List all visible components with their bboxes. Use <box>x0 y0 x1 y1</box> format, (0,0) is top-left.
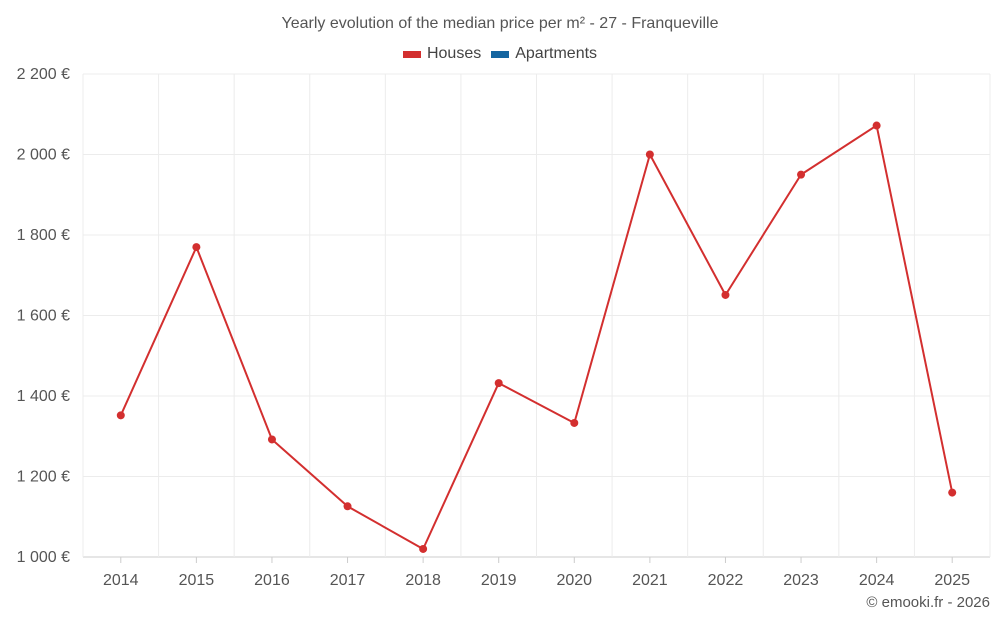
data-point <box>721 290 730 299</box>
data-point <box>267 435 276 444</box>
legend: Houses Apartments <box>0 45 1000 63</box>
legend-swatch-apartments <box>491 50 510 58</box>
legend-item-houses[interactable]: Houses <box>402 45 482 63</box>
y-tick-label: 1 600 € <box>17 308 70 325</box>
x-tick-label: 2020 <box>556 572 592 589</box>
y-tick-label: 1 400 € <box>17 388 70 405</box>
legend-swatch-houses <box>402 50 421 58</box>
legend-label-houses: Houses <box>426 45 482 62</box>
x-tick-label: 2016 <box>254 572 290 589</box>
x-tick-label: 2023 <box>783 572 819 589</box>
data-point <box>116 411 125 420</box>
x-tick-label: 2024 <box>859 572 895 589</box>
x-tick-label: 2022 <box>708 572 744 589</box>
x-tick-label: 2015 <box>179 572 215 589</box>
copyright-text: © emooki.fr - 2026 <box>866 594 990 611</box>
y-tick-label: 1 800 € <box>17 227 70 244</box>
chart-title: Yearly evolution of the median price per… <box>281 15 719 32</box>
data-point <box>494 379 503 388</box>
x-tick-label: 2018 <box>405 572 441 589</box>
y-tick-label: 1 200 € <box>17 469 70 486</box>
x-tick-label: 2019 <box>481 572 517 589</box>
data-point <box>419 544 428 553</box>
legend-item-apartments[interactable]: Apartments <box>491 45 597 63</box>
data-point <box>343 502 352 511</box>
x-tick-label: 2017 <box>330 572 366 589</box>
y-tick-label: 1 000 € <box>17 549 70 566</box>
data-point <box>797 170 806 179</box>
data-point <box>872 121 881 130</box>
data-point <box>645 150 654 159</box>
data-point <box>948 488 957 497</box>
x-tick-label: 2014 <box>103 572 139 589</box>
x-tick-label: 2021 <box>632 572 668 589</box>
series-line-houses <box>119 124 954 550</box>
legend-label-apartments: Apartments <box>515 45 598 62</box>
y-tick-label: 2 200 € <box>17 66 70 83</box>
data-point <box>570 418 579 427</box>
data-point <box>192 243 201 252</box>
x-tick-label: 2025 <box>934 572 970 589</box>
y-tick-label: 2 000 € <box>17 147 70 164</box>
